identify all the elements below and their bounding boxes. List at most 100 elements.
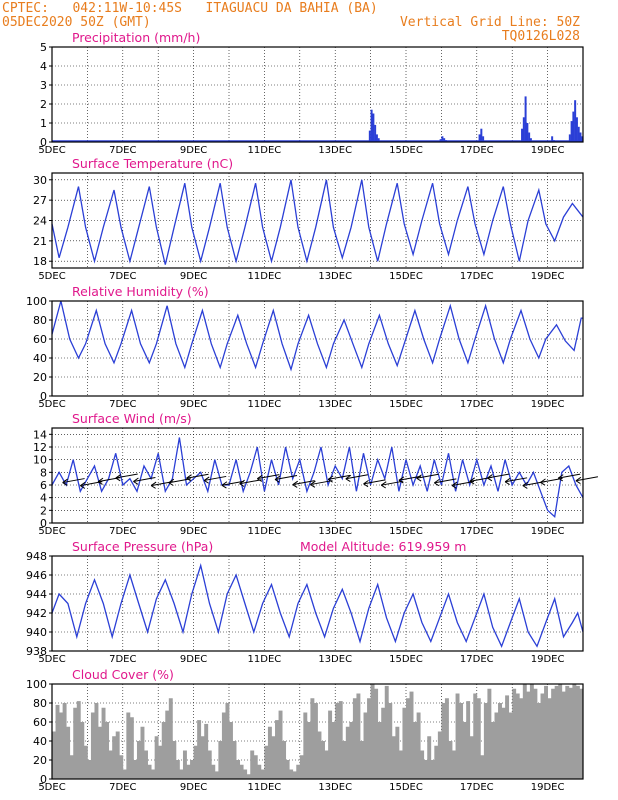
wind-arrowhead	[292, 480, 299, 488]
cloud-bar	[260, 769, 265, 779]
cloud-bar	[214, 771, 219, 779]
x-tick-label: 15DEC	[389, 145, 423, 156]
x-tick-label: 17DEC	[460, 399, 494, 410]
cloud-bar	[129, 717, 134, 779]
cloud-bar	[98, 726, 102, 779]
x-tick-label: 9DEC	[180, 782, 207, 793]
x-tick-label: 9DEC	[180, 399, 207, 410]
y-tick-label: 0	[40, 390, 47, 403]
cloud-bar	[197, 720, 202, 779]
cloud-bar	[66, 726, 71, 779]
cloud-bar	[80, 722, 85, 779]
panel-frame	[51, 46, 584, 143]
cloud-bar	[172, 741, 177, 779]
cloud-bar	[473, 693, 478, 779]
cloud-bar	[313, 703, 318, 779]
cloud-bar	[572, 684, 577, 779]
cloud-bar	[275, 720, 279, 779]
cloud-bar	[381, 707, 386, 779]
cloud-bar	[391, 736, 396, 779]
wind-arrow	[575, 476, 599, 482]
y-tick-label: 948	[26, 550, 47, 563]
cloud-bar	[406, 698, 410, 779]
x-tick-label: 15DEC	[389, 782, 423, 793]
cloud-bar	[547, 698, 552, 779]
x-tick-label: 11DEC	[248, 399, 282, 410]
wind-arrow	[310, 480, 333, 486]
cloud-bar	[158, 745, 163, 779]
wind-arrowhead	[557, 474, 564, 482]
wind-arrowhead	[62, 478, 68, 486]
x-tick-label: 17DEC	[460, 145, 494, 156]
cloud-bar	[444, 698, 449, 779]
y-tick-label: 24	[33, 215, 47, 228]
x-tick-label: 17DEC	[460, 526, 494, 537]
wind-arrow	[292, 480, 315, 486]
wind-arrowhead	[257, 474, 263, 482]
cloud-bar	[154, 736, 159, 779]
y-tick-label: 0	[40, 517, 47, 530]
precip-bar	[526, 123, 529, 142]
cloud-bar	[420, 750, 425, 779]
x-tick-label: 9DEC	[180, 654, 207, 665]
wind-arrowhead	[434, 478, 440, 487]
cloud-bar	[165, 710, 170, 779]
precip-bar	[528, 132, 531, 142]
cloud-bar	[526, 691, 531, 779]
cloud-bar	[306, 722, 311, 779]
x-tick-label: 15DEC	[389, 271, 423, 282]
cloud-bar	[204, 723, 209, 779]
cloud-bar	[331, 722, 336, 779]
wind-arrow	[487, 473, 510, 479]
cloud-bar	[225, 703, 230, 779]
panel-humidity: 0 20 40 60 80 100 5DEC 7DEC 9DEC 11DEC 13DEC 15DEC 1…	[26, 284, 584, 410]
y-tick-label: 5	[40, 41, 47, 54]
run-date-header: 05DEC2020 50Z (GMT)	[2, 15, 151, 30]
precip-bar	[372, 113, 375, 142]
cloud-bar	[398, 750, 403, 779]
panel-frame	[51, 683, 584, 780]
y-tick-label: 3	[40, 79, 47, 92]
x-tick-label: 7DEC	[109, 399, 136, 410]
cloud-bar	[190, 760, 194, 779]
cloud-bar	[487, 688, 492, 779]
panel-frame	[51, 555, 584, 652]
cloud-bar	[257, 764, 262, 779]
cloud-bar	[565, 685, 570, 779]
cloud-bar	[239, 764, 244, 779]
x-tick-label: 13DEC	[318, 145, 352, 156]
model-id-header: TQ0126L028	[501, 29, 580, 44]
precip-bar	[524, 96, 527, 142]
cloud-bar	[317, 731, 322, 779]
cloud-bar	[94, 703, 99, 779]
cloud-bar	[370, 684, 375, 779]
wind-arrow	[239, 479, 262, 485]
x-tick-label: 5DEC	[38, 399, 65, 410]
precip-bar	[374, 124, 377, 142]
precip-bar	[529, 138, 532, 142]
cloud-bar	[459, 703, 464, 779]
x-tick-label: 9DEC	[180, 526, 207, 537]
cloud-bar	[278, 710, 283, 779]
cloud-bar	[501, 707, 506, 779]
cloud-bar	[342, 741, 347, 779]
precip-bar	[482, 136, 485, 142]
panel-cloud-cover: 0 20 40 60 80 100 5DEC 7DEC 9DEC 11DEC 13DEC 15DEC 1…	[26, 667, 584, 793]
y-tick-label: 20	[33, 754, 47, 767]
cloud-bar	[356, 693, 361, 779]
x-tick-label: 11DEC	[248, 526, 282, 537]
cloud-bar	[292, 771, 297, 779]
cloud-bar	[140, 726, 145, 779]
cloud-bar	[533, 688, 538, 779]
cloud-bar	[324, 750, 329, 779]
precip-bar	[478, 134, 481, 142]
wind-arrow	[416, 473, 439, 479]
wind-arrow	[398, 475, 422, 481]
y-tick-label: 80	[33, 697, 47, 710]
cloud-bar	[136, 741, 141, 779]
cloud-bar	[374, 688, 379, 779]
cloud-bar	[253, 755, 258, 779]
x-tick-label: 15DEC	[389, 654, 423, 665]
cloud-bar	[466, 701, 471, 779]
x-tick-label: 13DEC	[318, 782, 352, 793]
